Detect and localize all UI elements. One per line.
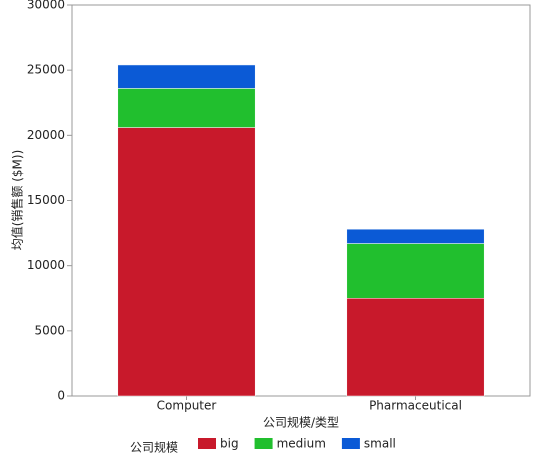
legend-title: 公司规模 <box>130 440 178 455</box>
y-tick-label: 5000 <box>34 323 65 337</box>
bar-segment <box>346 243 485 299</box>
bar-segment <box>117 88 256 128</box>
legend-swatch <box>198 438 216 449</box>
y-tick-label: 15000 <box>27 193 65 207</box>
legend-label: small <box>364 437 396 451</box>
y-tick-label: 25000 <box>27 63 65 77</box>
x-tick-label: Pharmaceutical <box>369 399 462 413</box>
x-axis-label: 公司规模/类型 <box>263 415 339 430</box>
y-tick-label: 10000 <box>27 258 65 272</box>
y-tick-label: 0 <box>57 389 65 403</box>
y-axis-label: 均值(销售额 ($M)) <box>10 150 25 251</box>
y-tick-label: 30000 <box>27 0 65 12</box>
legend-label: medium <box>277 437 326 451</box>
bar-segment <box>117 64 256 89</box>
legend-swatch <box>341 438 360 449</box>
y-tick-label: 20000 <box>27 128 65 142</box>
legend-label: big <box>220 437 239 451</box>
bar-segment <box>117 127 256 397</box>
legend-swatch <box>254 438 273 449</box>
x-tick-label: Computer <box>157 399 217 413</box>
bar-segment <box>346 298 485 397</box>
bar-segment <box>346 228 485 244</box>
